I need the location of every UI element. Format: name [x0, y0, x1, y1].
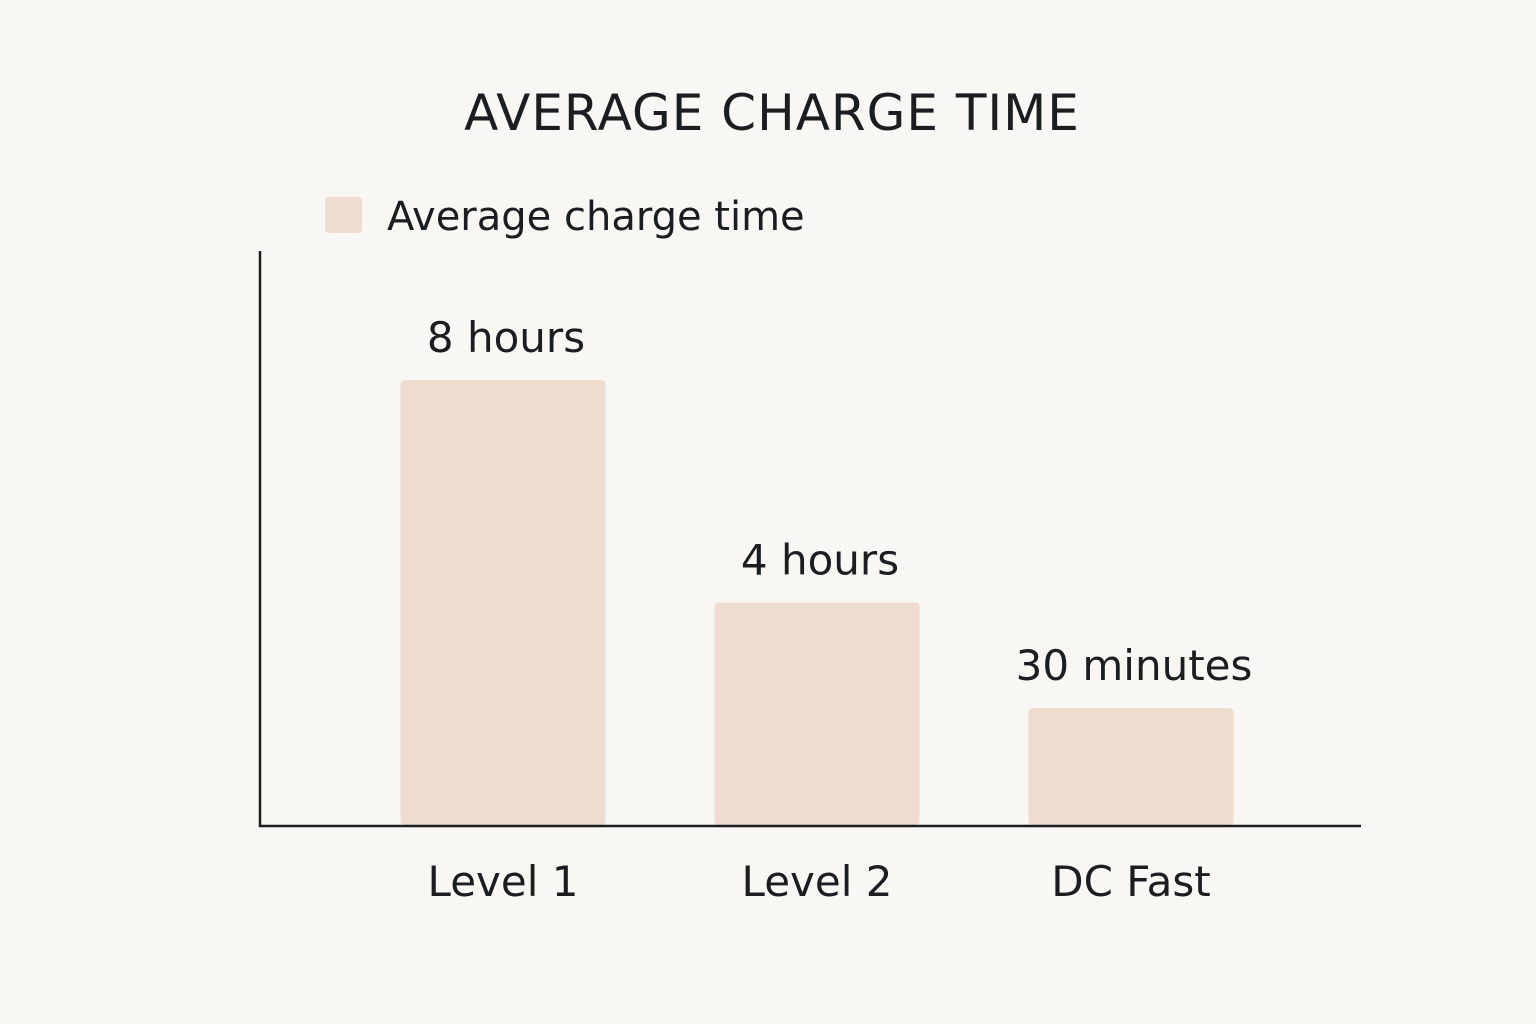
legend: Average charge time [325, 194, 805, 240]
data-label-dc-fast: 30 minutes [1016, 641, 1253, 690]
data-label-level-2: 4 hours [741, 536, 899, 585]
data-labels-group: 8 hours 4 hours 30 minutes [427, 313, 1252, 690]
legend-label: Average charge time [387, 194, 805, 240]
x-tick-label-level-2: Level 2 [742, 857, 893, 906]
bar-dc-fast [1028, 708, 1234, 825]
x-tick-label-level-1: Level 1 [428, 857, 579, 906]
x-tick-label-dc-fast: DC Fast [1051, 857, 1210, 906]
bars-group [400, 380, 1234, 825]
x-tick-labels-group: Level 1 Level 2 DC Fast [428, 857, 1211, 906]
bar-level-2 [714, 602, 920, 825]
legend-swatch [325, 197, 362, 233]
data-label-level-1: 8 hours [427, 313, 585, 362]
chart-title: AVERAGE CHARGE TIME [464, 84, 1080, 142]
bar-level-1 [400, 380, 606, 825]
